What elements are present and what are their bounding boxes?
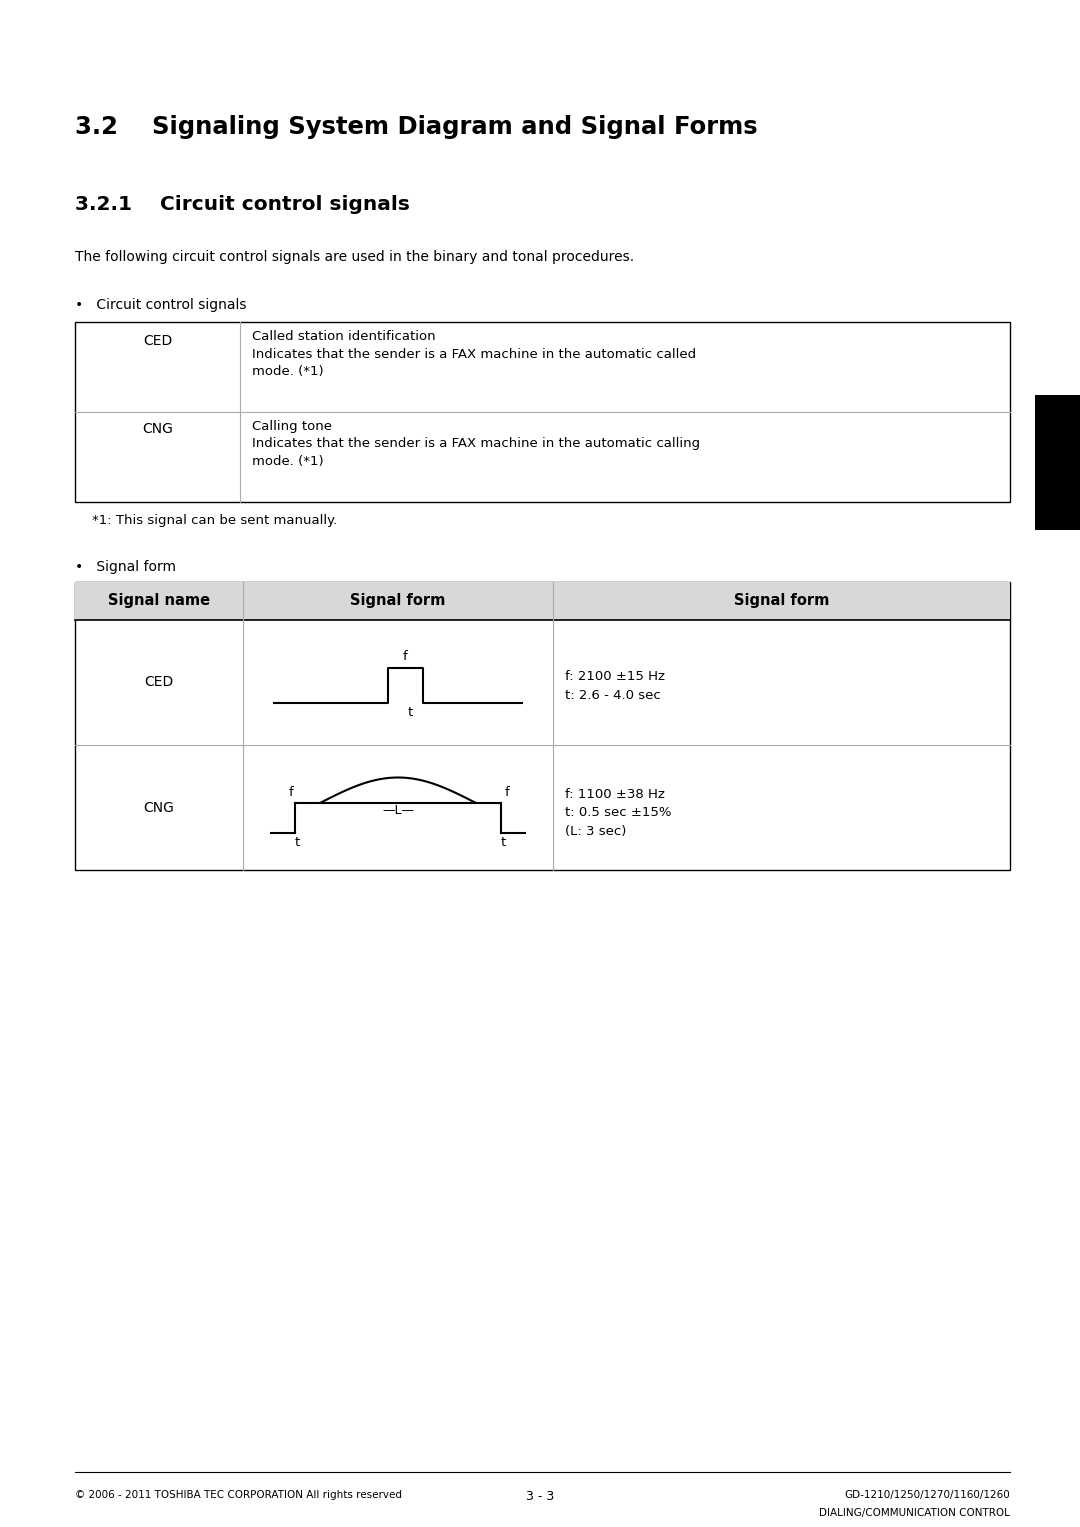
Bar (75, 322, 1010, 502)
Text: 3: 3 (1050, 452, 1064, 472)
Text: DIALING/COMMUNICATION CONTROL: DIALING/COMMUNICATION CONTROL (819, 1509, 1010, 1518)
Text: © 2006 - 2011 TOSHIBA TEC CORPORATION All rights reserved: © 2006 - 2011 TOSHIBA TEC CORPORATION Al… (75, 1490, 402, 1500)
Bar (1035, 395, 1080, 530)
Text: t: t (500, 835, 505, 849)
Text: 3.2.1    Circuit control signals: 3.2.1 Circuit control signals (75, 195, 410, 214)
Text: t: t (295, 835, 299, 849)
Text: f: f (403, 651, 408, 664)
Text: 3.2    Signaling System Diagram and Signal Forms: 3.2 Signaling System Diagram and Signal … (75, 115, 758, 139)
Text: The following circuit control signals are used in the binary and tonal procedure: The following circuit control signals ar… (75, 250, 634, 264)
Text: CNG: CNG (144, 800, 175, 814)
Text: CED: CED (145, 675, 174, 690)
Text: Signal form: Signal form (350, 594, 446, 608)
Text: Called station identification
Indicates that the sender is a FAX machine in the : Called station identification Indicates … (252, 330, 697, 379)
Text: CED: CED (143, 334, 172, 348)
Text: *1: This signal can be sent manually.: *1: This signal can be sent manually. (75, 515, 337, 527)
Text: Signal form: Signal form (733, 594, 829, 608)
Bar (75, 582, 1010, 620)
Text: Calling tone
Indicates that the sender is a FAX machine in the automatic calling: Calling tone Indicates that the sender i… (252, 420, 700, 467)
Text: 3 - 3: 3 - 3 (526, 1490, 554, 1503)
Text: GD-1210/1250/1270/1160/1260: GD-1210/1250/1270/1160/1260 (845, 1490, 1010, 1500)
Text: f: f (505, 785, 510, 799)
Text: f: f (288, 785, 293, 799)
Text: t: t (408, 705, 414, 719)
Text: Signal name: Signal name (108, 594, 211, 608)
Text: —L—: —L— (382, 803, 414, 817)
Text: f: 1100 ±38 Hz
t: 0.5 sec ±15%
(L: 3 sec): f: 1100 ±38 Hz t: 0.5 sec ±15% (L: 3 sec… (565, 788, 672, 837)
Text: CNG: CNG (143, 421, 173, 437)
Text: •   Signal form: • Signal form (75, 560, 176, 574)
Text: •   Circuit control signals: • Circuit control signals (75, 298, 246, 312)
Text: f: 2100 ±15 Hz
t: 2.6 - 4.0 sec: f: 2100 ±15 Hz t: 2.6 - 4.0 sec (565, 670, 665, 702)
Bar (75, 582, 1010, 870)
